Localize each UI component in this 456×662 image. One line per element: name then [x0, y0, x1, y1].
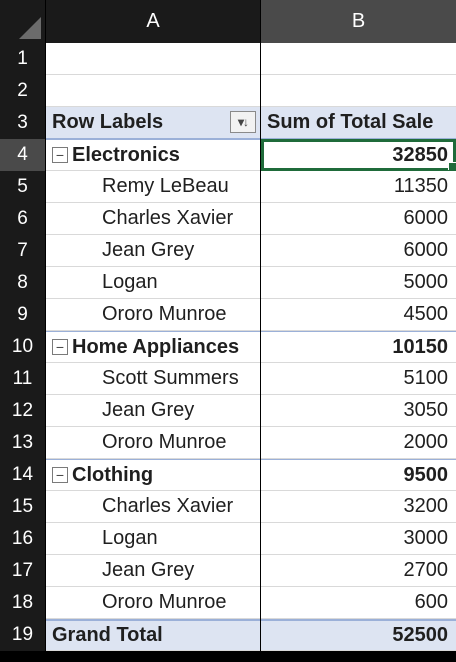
pivot-item-value[interactable]: 6000: [261, 203, 456, 235]
pivot-item-label[interactable]: Jean Grey: [46, 555, 260, 587]
grand-total-label[interactable]: Grand Total: [46, 619, 260, 651]
row-header[interactable]: 3: [0, 107, 45, 139]
category-label: Electronics: [72, 143, 180, 166]
row-header[interactable]: 14: [0, 459, 45, 491]
pivot-row-labels-header[interactable]: Row Labels ▾↓: [46, 107, 260, 139]
pivot-item-label[interactable]: Jean Grey: [46, 395, 260, 427]
row-header[interactable]: 15: [0, 491, 45, 523]
pivot-item-label[interactable]: Logan: [46, 267, 260, 299]
minus-box-icon[interactable]: −: [52, 147, 68, 163]
row-labels-text: Row Labels: [52, 111, 164, 133]
row-header[interactable]: 12: [0, 395, 45, 427]
grand-total-value[interactable]: 52500: [261, 619, 456, 651]
column-header-b[interactable]: B: [261, 0, 456, 43]
row-header[interactable]: 19: [0, 619, 45, 651]
pivot-item-label[interactable]: Scott Summers: [46, 363, 260, 395]
pivot-category-total[interactable]: 10150: [261, 331, 456, 363]
row-header[interactable]: 6: [0, 203, 45, 235]
pivot-item-value[interactable]: 3050: [261, 395, 456, 427]
row-header[interactable]: 7: [0, 235, 45, 267]
pivot-item-value[interactable]: 2000: [261, 427, 456, 459]
row-header[interactable]: 4: [0, 139, 45, 171]
fill-handle[interactable]: [448, 162, 456, 170]
pivot-item-label[interactable]: Ororo Munroe: [46, 299, 260, 331]
pivot-category-total[interactable]: 32850: [261, 139, 456, 171]
pivot-item-value[interactable]: 5000: [261, 267, 456, 299]
pivot-item-label[interactable]: Logan: [46, 523, 260, 555]
pivot-item-value[interactable]: 3200: [261, 491, 456, 523]
row-header[interactable]: 17: [0, 555, 45, 587]
pivot-category-electronics[interactable]: − Electronics: [46, 139, 260, 171]
row-header[interactable]: 18: [0, 587, 45, 619]
pivot-item-value[interactable]: 5100: [261, 363, 456, 395]
pivot-category-home-appliances[interactable]: − Home Appliances: [46, 331, 260, 363]
pivot-item-value[interactable]: 4500: [261, 299, 456, 331]
pivot-item-label[interactable]: Charles Xavier: [46, 203, 260, 235]
select-all-corner[interactable]: [0, 0, 45, 43]
row-header[interactable]: 11: [0, 363, 45, 395]
pivot-item-label[interactable]: Charles Xavier: [46, 491, 260, 523]
column-header-a[interactable]: A: [46, 0, 260, 43]
row-header[interactable]: 10: [0, 331, 45, 363]
row-header[interactable]: 1: [0, 43, 45, 75]
pivot-item-value[interactable]: 11350: [261, 171, 456, 203]
row-header[interactable]: 9: [0, 299, 45, 331]
row-header[interactable]: 13: [0, 427, 45, 459]
minus-box-icon[interactable]: −: [52, 467, 68, 483]
pivot-item-value[interactable]: 3000: [261, 523, 456, 555]
minus-box-icon[interactable]: −: [52, 339, 68, 355]
pivot-item-label[interactable]: Jean Grey: [46, 235, 260, 267]
pivot-item-label[interactable]: Ororo Munroe: [46, 587, 260, 619]
pivot-value-header[interactable]: Sum of Total Sale: [261, 107, 456, 139]
category-label: Clothing: [72, 463, 154, 486]
sort-filter-icon[interactable]: ▾↓: [230, 111, 256, 133]
cell-b1[interactable]: [261, 43, 456, 75]
row-header[interactable]: 16: [0, 523, 45, 555]
pivot-item-label[interactable]: Ororo Munroe: [46, 427, 260, 459]
cell-a1[interactable]: [46, 43, 260, 75]
pivot-item-value[interactable]: 6000: [261, 235, 456, 267]
category-label: Home Appliances: [72, 335, 240, 358]
cell-a2[interactable]: [46, 75, 260, 107]
row-header[interactable]: 8: [0, 267, 45, 299]
row-header[interactable]: 2: [0, 75, 45, 107]
pivot-category-clothing[interactable]: − Clothing: [46, 459, 260, 491]
cell-b2[interactable]: [261, 75, 456, 107]
category-total-value: 32850: [392, 143, 448, 166]
pivot-category-total[interactable]: 9500: [261, 459, 456, 491]
pivot-item-label[interactable]: Remy LeBeau: [46, 171, 260, 203]
row-header[interactable]: 5: [0, 171, 45, 203]
pivot-item-value[interactable]: 2700: [261, 555, 456, 587]
pivot-item-value[interactable]: 600: [261, 587, 456, 619]
